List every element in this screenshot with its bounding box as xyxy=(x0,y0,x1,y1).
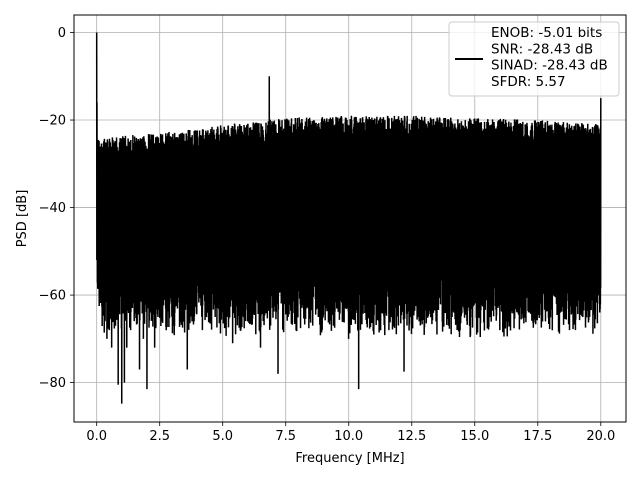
x-tick-label: 15.0 xyxy=(460,429,489,444)
y-axis-ticks: 0 −20 −40 −60 −80 xyxy=(39,26,74,391)
y-tick-label: −20 xyxy=(39,114,66,129)
y-tick-label: −80 xyxy=(39,376,66,391)
legend-label-line: ENOB: -5.01 bits xyxy=(491,25,602,41)
legend-label: ENOB: -5.01 bits SNR: -28.43 dB SINAD: -28… xyxy=(491,25,608,90)
x-axis-label: Frequency [MHz] xyxy=(295,451,404,466)
x-axis-ticks: 0.0 2.5 5.0 7.5 10.0 12.5 15.0 17.5 20.0 xyxy=(86,422,615,444)
x-tick-label: 10.0 xyxy=(334,429,363,444)
y-tick-label: 0 xyxy=(58,26,66,41)
x-tick-label: 17.5 xyxy=(523,429,552,444)
x-tick-label: 0.0 xyxy=(86,429,107,444)
legend-label-line: SNR: -28.43 dB xyxy=(491,41,593,57)
x-tick-label: 20.0 xyxy=(586,429,615,444)
y-tick-label: −60 xyxy=(39,289,66,304)
legend: ENOB: -5.01 bits SNR: -28.43 dB SINAD: -28… xyxy=(448,21,620,97)
series-layer xyxy=(95,32,602,404)
legend-label-line: SINAD: -28.43 dB xyxy=(491,58,608,74)
legend-label-line: SFDR: 5.57 xyxy=(491,74,566,90)
y-axis-label: PSD [dB] xyxy=(15,190,30,248)
x-tick-label: 2.5 xyxy=(149,429,170,444)
x-tick-label: 12.5 xyxy=(397,429,426,444)
legend-box xyxy=(448,21,620,97)
plot-frame xyxy=(73,14,627,423)
x-tick-label: 5.0 xyxy=(212,429,233,444)
y-tick-label: −40 xyxy=(39,201,66,216)
psd-series-line xyxy=(95,32,602,404)
x-tick-label: 7.5 xyxy=(275,429,296,444)
